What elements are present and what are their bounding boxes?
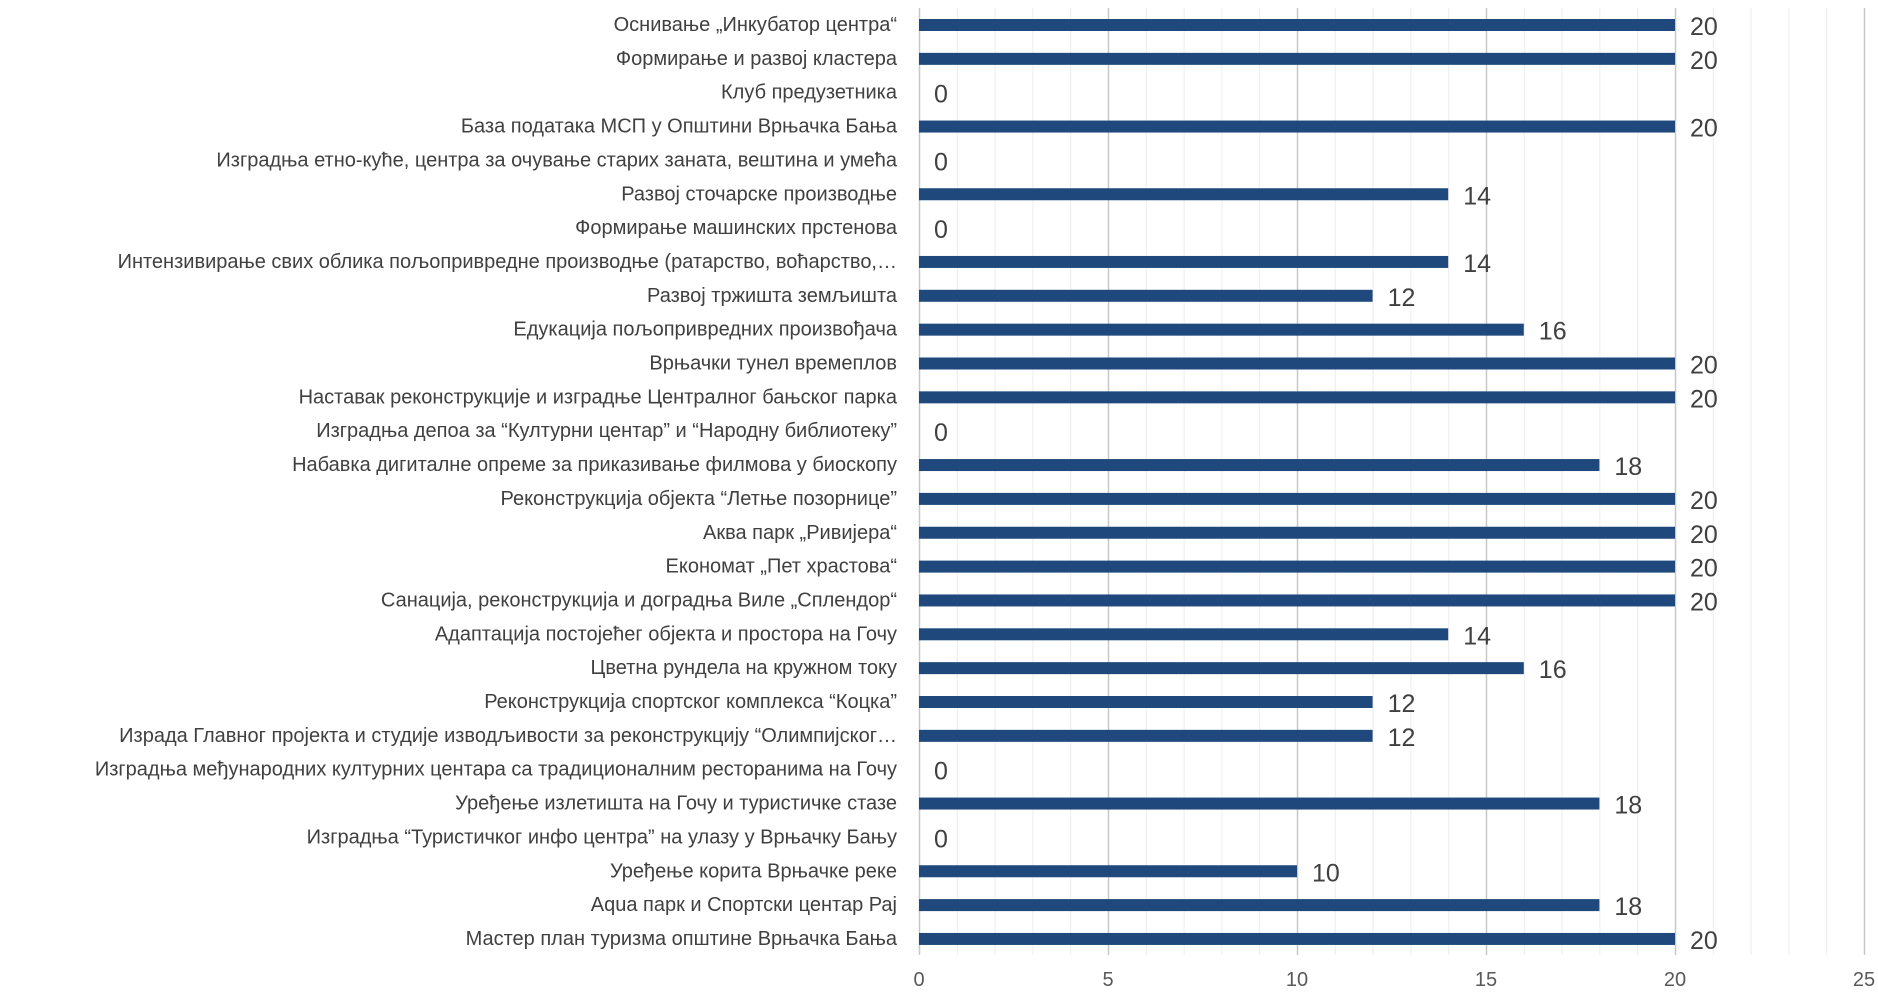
category-label: Изградња међународних културних центара … bbox=[95, 759, 897, 781]
category-label: Клуб предузетника bbox=[721, 82, 898, 104]
data-label: 0 bbox=[934, 148, 948, 176]
category-label: Реконструкција објекта “Летње позорнице” bbox=[500, 488, 897, 510]
bar bbox=[919, 899, 1600, 912]
data-label: 20 bbox=[1690, 13, 1718, 41]
category-label: Интензивирање свих облика пољопривредне … bbox=[118, 251, 897, 273]
category-label: База података МСП у Општини Врњачка Бања bbox=[461, 116, 898, 138]
bar bbox=[919, 492, 1675, 505]
bar bbox=[919, 865, 1297, 878]
bar bbox=[919, 526, 1675, 539]
bar bbox=[919, 120, 1675, 133]
data-label: 20 bbox=[1690, 385, 1718, 413]
x-axis-ticks: 0 5 10 15 20 25 bbox=[913, 969, 1875, 991]
bar bbox=[919, 255, 1449, 268]
data-label: 16 bbox=[1539, 656, 1567, 684]
gridlines bbox=[918, 8, 1866, 955]
data-label: 18 bbox=[1614, 792, 1642, 820]
category-label: Изградња етно-куће, центра за очување ст… bbox=[216, 149, 897, 171]
x-tick-label: 10 bbox=[1286, 969, 1308, 991]
data-label: 20 bbox=[1690, 487, 1718, 515]
category-label: Формирање машинских прстенова bbox=[575, 217, 898, 239]
bar bbox=[919, 357, 1675, 370]
data-label: 0 bbox=[934, 825, 948, 853]
bar bbox=[919, 391, 1675, 404]
data-label: 0 bbox=[934, 419, 948, 447]
data-label: 20 bbox=[1690, 521, 1718, 549]
category-labels: Оснивање „Инкубатор центра“ Формирање и р… bbox=[95, 14, 898, 950]
bar bbox=[919, 52, 1675, 65]
bar bbox=[919, 289, 1373, 302]
data-label: 18 bbox=[1614, 453, 1642, 481]
data-label: 18 bbox=[1614, 893, 1642, 921]
bar bbox=[919, 662, 1524, 675]
bar bbox=[919, 323, 1524, 336]
data-label: 12 bbox=[1388, 284, 1416, 312]
category-label: Санација, реконструкција и доградња Виле… bbox=[381, 589, 897, 611]
category-label: Оснивање „Инкубатор центра“ bbox=[614, 14, 897, 36]
data-label: 20 bbox=[1690, 555, 1718, 583]
category-label: Наставак реконструкције и изградње Центр… bbox=[299, 386, 898, 408]
data-label: 12 bbox=[1388, 690, 1416, 718]
bars bbox=[919, 19, 1675, 945]
data-label: 0 bbox=[934, 216, 948, 244]
x-tick-label: 15 bbox=[1475, 969, 1497, 991]
x-tick-label: 5 bbox=[1102, 969, 1113, 991]
category-label: Израда Главног пројекта и студије изводљ… bbox=[119, 725, 897, 747]
bar bbox=[919, 560, 1675, 573]
bar bbox=[919, 729, 1373, 742]
category-label: Формирање и развој кластера bbox=[616, 48, 898, 70]
category-label: Развој сточарске производње bbox=[621, 183, 897, 205]
category-label: Врњачки тунел времеплов bbox=[649, 353, 897, 375]
category-label: Изградња депоа за “Културни центар” и “Н… bbox=[316, 420, 897, 442]
x-tick-label: 20 bbox=[1664, 969, 1686, 991]
data-label: 20 bbox=[1690, 47, 1718, 75]
data-label: 0 bbox=[934, 81, 948, 109]
bar bbox=[919, 594, 1675, 607]
data-label: 20 bbox=[1690, 927, 1718, 955]
category-label: Уређење корита Врњачке реке bbox=[610, 860, 897, 882]
category-label: Аква парк „Ривијера“ bbox=[703, 522, 897, 544]
category-label: Развој тржишта земљишта bbox=[647, 285, 898, 307]
data-label: 0 bbox=[934, 758, 948, 786]
category-label: Aqua парк и Спортски центар Рај bbox=[591, 894, 897, 916]
data-label: 14 bbox=[1463, 250, 1491, 278]
data-label: 16 bbox=[1539, 318, 1567, 346]
bar bbox=[919, 19, 1675, 31]
category-label: Цветна рундела на кружном току bbox=[591, 657, 897, 679]
category-label: Адаптација постојећег објекта и простора… bbox=[435, 623, 897, 645]
category-label: Едукација пољопривредних произвођача bbox=[513, 319, 897, 341]
bar bbox=[919, 797, 1600, 810]
data-label: 14 bbox=[1463, 182, 1491, 210]
category-label: Набавка дигиталне опреме за приказивање … bbox=[292, 454, 897, 476]
category-label: Мастер план туризма општине Врњачка Бања bbox=[466, 928, 898, 950]
data-label: 14 bbox=[1463, 622, 1491, 650]
bar bbox=[919, 188, 1449, 201]
data-labels: 20 20 0 20 0 14 0 14 12 16 20 20 0 18 20 20 20 20 14 16 12 12… bbox=[934, 13, 1718, 955]
bar bbox=[919, 459, 1600, 472]
data-label: 20 bbox=[1690, 588, 1718, 616]
bar bbox=[919, 628, 1449, 641]
x-tick-label: 25 bbox=[1853, 969, 1875, 991]
data-label: 20 bbox=[1690, 352, 1718, 380]
data-label: 12 bbox=[1388, 724, 1416, 752]
data-label: 20 bbox=[1690, 115, 1718, 143]
category-label: Економат „Пет храстова“ bbox=[666, 556, 897, 578]
x-tick-label: 0 bbox=[913, 969, 924, 991]
bar bbox=[919, 932, 1675, 945]
category-label: Реконструкција спортског комплекса “Коцк… bbox=[484, 691, 897, 713]
category-label: Уређење излетишта на Гочу и туристичке с… bbox=[455, 793, 897, 815]
bar bbox=[919, 696, 1373, 708]
category-label: Изградња “Туристичког инфо центра” на ул… bbox=[307, 826, 897, 848]
data-label: 10 bbox=[1312, 859, 1340, 887]
